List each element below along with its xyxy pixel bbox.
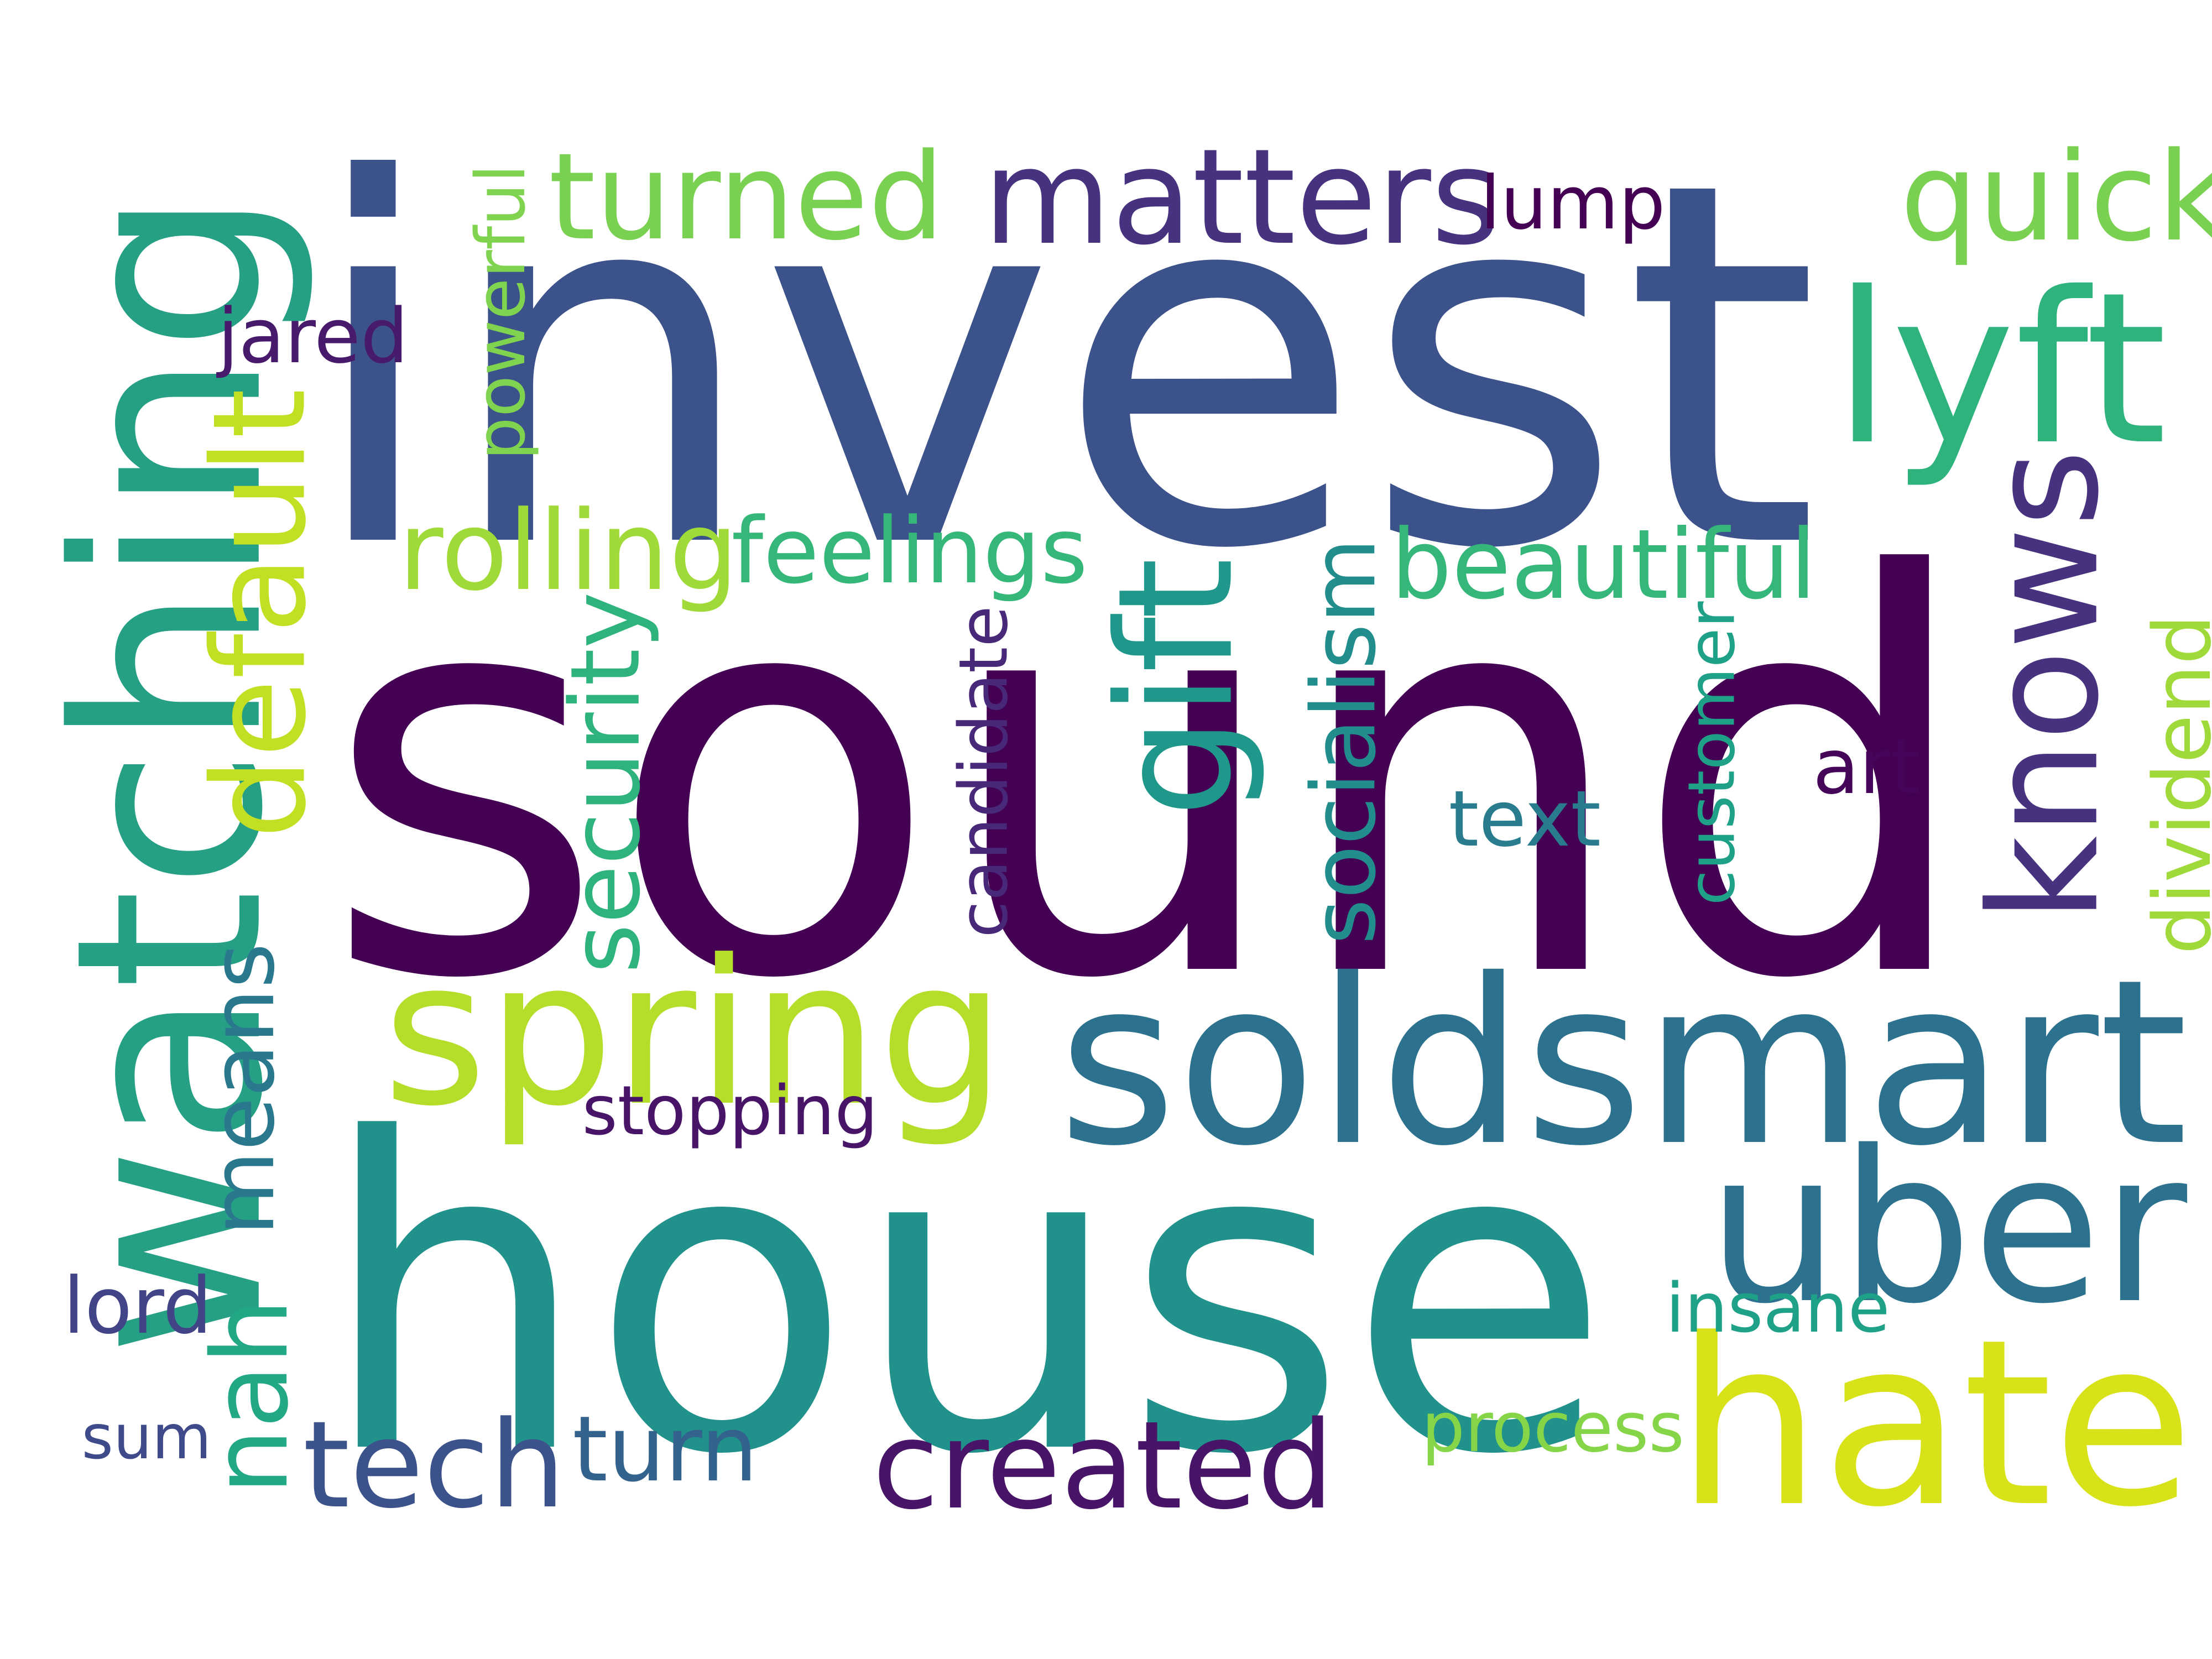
word-candidate: candidate [945, 605, 1023, 938]
word-knows: knows [1957, 448, 2132, 922]
word-turn: turn [572, 1396, 758, 1502]
word-turned: turned [549, 127, 945, 267]
word-socialism: socialism [1292, 538, 1396, 945]
word-spring: spring [383, 917, 1006, 1150]
word-tech: tech [302, 1395, 566, 1535]
word-created: created [872, 1395, 1334, 1536]
word-jared: jared [217, 293, 409, 380]
word-means: means [192, 943, 294, 1236]
word-art: art [1813, 723, 1921, 811]
word-invest: invest [304, 76, 1820, 658]
word-quick: quick [1900, 126, 2212, 269]
word-insane: insane [1666, 1269, 1890, 1348]
word-house: house [319, 1048, 1611, 1548]
word-customer: customer [1674, 601, 1750, 905]
word-lump: lump [1480, 160, 1666, 246]
word-sound: sound [322, 462, 1979, 1098]
word-soldsmart: soldsmart [1058, 931, 2188, 1196]
word-uber: uber [1707, 1107, 2188, 1350]
word-stopping: stopping [582, 1071, 878, 1151]
word-powerful: powerful [461, 164, 541, 460]
word-feelings: feelings [731, 498, 1088, 604]
word-lyft: lyft [1833, 248, 2167, 491]
word-sum: sum [81, 1402, 212, 1473]
word-lord: lord [63, 1260, 212, 1352]
word-nah: nah [189, 1298, 311, 1495]
word-dividend: dividend [2136, 614, 2212, 954]
word-hate: hate [1676, 1290, 2194, 1558]
word-text: text [1448, 774, 1601, 864]
word-beautiful: beautiful [1391, 509, 1817, 620]
word-security: security [549, 591, 661, 974]
word-matters: matters [983, 121, 1500, 274]
word-process: process [1421, 1388, 1684, 1468]
word-gift: gift [1083, 557, 1269, 817]
word-default: default [185, 388, 335, 839]
word-rolling: rolling [398, 487, 739, 615]
